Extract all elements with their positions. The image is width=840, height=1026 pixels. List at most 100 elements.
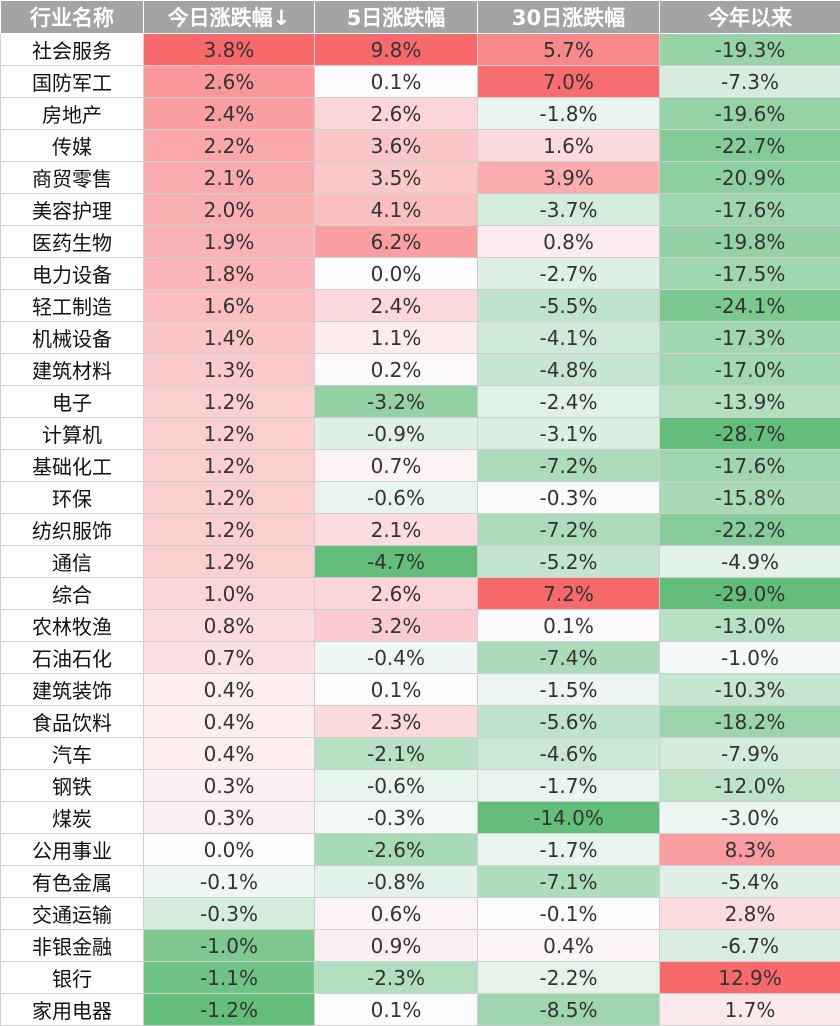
table-row: 非银金融-1.0%0.9%0.4%-6.7% <box>1 930 840 962</box>
ytd-change-cell: -17.5% <box>660 258 840 290</box>
30day-change-cell: -5.2% <box>478 546 660 578</box>
ytd-change-cell: -28.7% <box>660 418 840 450</box>
col-header-today-change[interactable]: 今日涨跌幅↓ <box>144 1 315 34</box>
today-change-cell: -0.3% <box>144 898 315 930</box>
industry-name-cell: 农林牧渔 <box>1 610 144 642</box>
industry-name-cell: 房地产 <box>1 98 144 130</box>
today-change-cell: 2.6% <box>144 66 315 98</box>
ytd-change-cell: -19.8% <box>660 226 840 258</box>
today-change-cell: 1.6% <box>144 290 315 322</box>
industry-name-cell: 汽车 <box>1 738 144 770</box>
30day-change-cell: 3.9% <box>478 162 660 194</box>
table-row: 家用电器-1.2%0.1%-8.5%1.7% <box>1 994 840 1026</box>
5day-change-cell: -0.6% <box>315 482 478 514</box>
5day-change-cell: 0.9% <box>315 930 478 962</box>
today-change-cell: 0.0% <box>144 834 315 866</box>
5day-change-cell: 9.8% <box>315 34 478 66</box>
5day-change-cell: 4.1% <box>315 194 478 226</box>
5day-change-cell: 0.1% <box>315 674 478 706</box>
30day-change-cell: -7.4% <box>478 642 660 674</box>
5day-change-cell: -0.9% <box>315 418 478 450</box>
header-row: 行业名称 今日涨跌幅↓ 5日涨跌幅 30日涨跌幅 今年以来 <box>1 1 840 34</box>
today-change-cell: 1.2% <box>144 514 315 546</box>
30day-change-cell: 7.0% <box>478 66 660 98</box>
30day-change-cell: -7.2% <box>478 450 660 482</box>
5day-change-cell: -0.8% <box>315 866 478 898</box>
30day-change-cell: 5.7% <box>478 34 660 66</box>
industry-name-cell: 轻工制造 <box>1 290 144 322</box>
30day-change-cell: -4.1% <box>478 322 660 354</box>
ytd-change-cell: -3.0% <box>660 802 840 834</box>
industry-name-cell: 纺织服饰 <box>1 514 144 546</box>
ytd-change-cell: -1.0% <box>660 642 840 674</box>
industry-name-cell: 食品饮料 <box>1 706 144 738</box>
industry-name-cell: 综合 <box>1 578 144 610</box>
industry-name-cell: 建筑装饰 <box>1 674 144 706</box>
ytd-change-cell: 1.7% <box>660 994 840 1026</box>
today-change-cell: 0.7% <box>144 642 315 674</box>
today-change-cell: 1.2% <box>144 546 315 578</box>
ytd-change-cell: -29.0% <box>660 578 840 610</box>
industry-name-cell: 通信 <box>1 546 144 578</box>
industry-name-cell: 石油石化 <box>1 642 144 674</box>
ytd-change-cell: -17.6% <box>660 194 840 226</box>
industry-name-cell: 电力设备 <box>1 258 144 290</box>
5day-change-cell: 2.4% <box>315 290 478 322</box>
30day-change-cell: 0.8% <box>478 226 660 258</box>
30day-change-cell: -1.7% <box>478 834 660 866</box>
5day-change-cell: 3.6% <box>315 130 478 162</box>
industry-name-cell: 非银金融 <box>1 930 144 962</box>
industry-name-cell: 环保 <box>1 482 144 514</box>
ytd-change-cell: -10.3% <box>660 674 840 706</box>
30day-change-cell: -1.5% <box>478 674 660 706</box>
ytd-change-cell: -22.2% <box>660 514 840 546</box>
ytd-change-cell: -19.6% <box>660 98 840 130</box>
30day-change-cell: -1.8% <box>478 98 660 130</box>
industry-name-cell: 机械设备 <box>1 322 144 354</box>
today-change-cell: 1.2% <box>144 418 315 450</box>
today-change-cell: 2.0% <box>144 194 315 226</box>
5day-change-cell: -3.2% <box>315 386 478 418</box>
col-header-5day-change[interactable]: 5日涨跌幅 <box>315 1 478 34</box>
today-change-cell: 1.2% <box>144 450 315 482</box>
5day-change-cell: 6.2% <box>315 226 478 258</box>
5day-change-cell: 3.2% <box>315 610 478 642</box>
ytd-change-cell: 2.8% <box>660 898 840 930</box>
today-change-cell: 0.3% <box>144 770 315 802</box>
col-header-industry[interactable]: 行业名称 <box>1 1 144 34</box>
ytd-change-cell: -17.6% <box>660 450 840 482</box>
today-change-cell: 1.2% <box>144 482 315 514</box>
today-change-cell: 0.4% <box>144 706 315 738</box>
col-header-30day-change[interactable]: 30日涨跌幅 <box>478 1 660 34</box>
30day-change-cell: -0.1% <box>478 898 660 930</box>
ytd-change-cell: -7.3% <box>660 66 840 98</box>
industry-name-cell: 传媒 <box>1 130 144 162</box>
30day-change-cell: -1.7% <box>478 770 660 802</box>
5day-change-cell: 1.1% <box>315 322 478 354</box>
industry-name-cell: 商贸零售 <box>1 162 144 194</box>
ytd-change-cell: 12.9% <box>660 962 840 994</box>
industry-name-cell: 美容护理 <box>1 194 144 226</box>
today-change-cell: -0.1% <box>144 866 315 898</box>
30day-change-cell: -3.1% <box>478 418 660 450</box>
5day-change-cell: 0.2% <box>315 354 478 386</box>
col-header-ytd-change[interactable]: 今年以来 <box>660 1 840 34</box>
ytd-change-cell: -5.4% <box>660 866 840 898</box>
